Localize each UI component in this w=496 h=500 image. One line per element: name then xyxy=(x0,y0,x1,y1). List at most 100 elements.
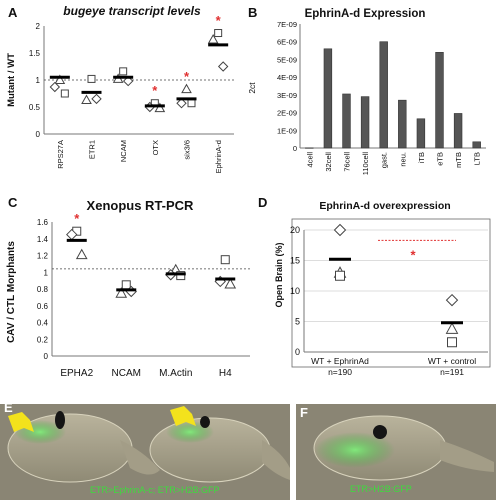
b-xtick-label: gast. xyxy=(380,152,389,168)
c-ytick-label: 1 xyxy=(44,268,49,277)
panel-a-ylabel: Mutant / WT xyxy=(6,53,17,107)
b-ytick-label: 7E-09 xyxy=(277,20,297,29)
panel-b-xlabels: 4cell 32cell 76cell 110cell gast. neu. iTB eTB m… xyxy=(305,152,481,176)
a-significance-star: * xyxy=(216,13,222,28)
b-bar xyxy=(360,96,370,149)
panel-c-axes xyxy=(51,222,250,357)
a-point-diamond xyxy=(91,93,102,105)
a-point-square xyxy=(119,67,128,76)
b-bar xyxy=(453,113,463,149)
a-xtick-label: RPS27A xyxy=(56,140,65,169)
panel-a-marks: * * * xyxy=(49,13,229,113)
c-ytick-label: 0.4 xyxy=(37,319,49,328)
embryo-2-eye xyxy=(200,416,210,428)
panel-a: A bugeye transcript levels Mutant / WT 0… xyxy=(6,4,234,173)
a-ytick-label: 1.5 xyxy=(29,49,41,58)
panel-a-xlabels: RPS27A ETR1 NCAM OTX six3/6 EphrinA-d xyxy=(56,140,223,173)
d-xtick-label: WT + EphrinAd xyxy=(311,356,369,366)
b-bar xyxy=(379,41,388,149)
c-xtick-label: NCAM xyxy=(112,368,141,379)
d-xtick-label: WT + control xyxy=(428,356,476,366)
b-xtick-label: 76cell xyxy=(343,152,352,172)
d-ytick-label: 0 xyxy=(295,347,300,357)
b-xtick-label: mTB xyxy=(454,152,463,168)
b-ytick-label: 2E-09 xyxy=(277,109,297,118)
panel-label-d: D xyxy=(258,195,267,210)
panel-a-title: bugeye transcript levels xyxy=(63,4,201,18)
a-point-triangle xyxy=(81,94,92,104)
d-ytick-label: 10 xyxy=(290,286,300,296)
a-ytick-label: 0.5 xyxy=(29,103,41,112)
d-ytick-label: 20 xyxy=(290,225,300,235)
panel-e: E ETR>EphrinA-c; ETR>H2B:GFP xyxy=(0,400,290,500)
c-point-square xyxy=(176,271,186,281)
a-point-square xyxy=(187,99,196,108)
b-ytick-label: 4E-09 xyxy=(277,73,297,82)
a-ytick-label: 2 xyxy=(36,22,41,31)
b-xtick-label: 32cell xyxy=(324,152,333,172)
d-n-label: n=191 xyxy=(440,367,464,377)
panel-c-xlabels: EPHA2 NCAM M.Actin H4 xyxy=(60,368,232,379)
embryo-1-tail xyxy=(120,440,160,475)
b-xtick-label: iTB xyxy=(417,152,426,163)
panel-d-ylabel: Open Brain (%) xyxy=(274,242,284,307)
panel-b-bars xyxy=(305,41,481,149)
c-point-triangle xyxy=(115,287,128,298)
panel-b-ylabel: 2ct xyxy=(247,82,257,94)
b-bar xyxy=(472,141,481,149)
embryo-3-tail xyxy=(440,440,494,472)
d-significance-star: * xyxy=(410,247,416,262)
a-significance-star: * xyxy=(184,69,190,84)
d-point-square xyxy=(447,337,457,348)
a-xtick-label: EphrinA-d xyxy=(214,140,223,173)
b-xtick-label: 4cell xyxy=(305,152,314,168)
b-xtick-label: LTB xyxy=(473,152,482,165)
panel-a-yticks: 0 0.5 1 1.5 2 xyxy=(29,22,41,139)
a-point-square xyxy=(87,74,96,83)
panel-label-b: B xyxy=(248,5,257,20)
a-point-diamond xyxy=(217,61,229,72)
panel-f: F ETR>H2B:GFP xyxy=(296,404,496,500)
c-ytick-label: 0.2 xyxy=(37,335,49,344)
c-point-square xyxy=(220,255,230,265)
a-point-triangle xyxy=(181,83,192,94)
d-ytick-label: 5 xyxy=(295,317,300,327)
panel-label-e: E xyxy=(4,400,13,415)
d-point-diamond xyxy=(333,223,347,237)
b-bar xyxy=(342,93,351,149)
a-xtick-label: OTX xyxy=(151,140,160,155)
c-ytick-label: 1.6 xyxy=(37,218,49,227)
b-bar xyxy=(398,99,407,149)
panel-label-f: F xyxy=(300,405,308,420)
a-point-diamond xyxy=(49,81,61,93)
panel-c-title: Xenopus RT-PCR xyxy=(87,198,195,213)
a-point-triangle xyxy=(154,102,166,113)
d-ytick-label: 15 xyxy=(290,256,300,266)
panel-c: C Xenopus RT-PCR CAV / CTL Morphants 0 0.… xyxy=(6,195,250,379)
c-point-square xyxy=(121,280,131,290)
a-point-diamond xyxy=(122,75,134,87)
b-bar xyxy=(323,48,333,149)
panel-d: D EphrinA-d overexpression Open Brain (%… xyxy=(258,195,491,377)
a-point-square xyxy=(214,29,223,38)
panel-d-marks: * xyxy=(329,223,463,348)
a-significance-star: * xyxy=(152,83,158,98)
d-point-square xyxy=(335,270,345,281)
b-ytick-label: 0 xyxy=(293,144,297,153)
arrow-icon-2 xyxy=(170,406,196,426)
a-point-diamond xyxy=(176,98,187,109)
panel-c-yticks: 0 0.2 0.4 0.6 0.8 1 1.2 1.4 1.6 xyxy=(37,218,49,361)
d-point-triangle xyxy=(445,322,459,334)
c-ytick-label: 1.2 xyxy=(37,252,49,261)
c-significance-star: * xyxy=(74,211,80,226)
panel-b: B EphrinA-d Expression 2ct 0 1E-09 2E-09 3E… xyxy=(247,5,486,175)
b-xtick-label: neu. xyxy=(398,152,407,167)
panel-d-frame xyxy=(291,218,491,368)
c-point-triangle xyxy=(75,248,88,260)
embryo-2-tail xyxy=(262,440,290,480)
c-point-triangle xyxy=(224,277,237,289)
a-point-triangle xyxy=(207,33,219,44)
c-ytick-label: 1.4 xyxy=(37,235,49,244)
